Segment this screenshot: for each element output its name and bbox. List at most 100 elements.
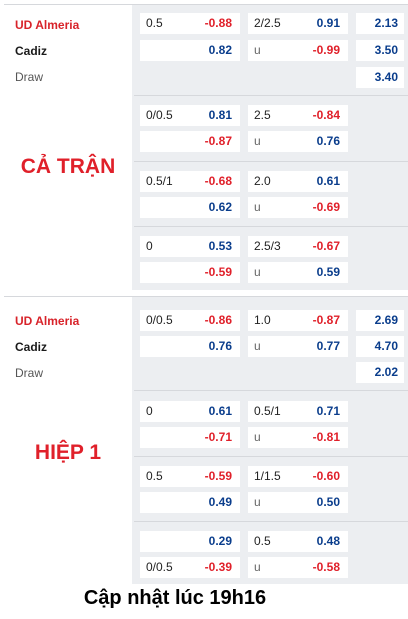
draw-odds: 3.40 xyxy=(374,70,398,84)
draw-label: Draw xyxy=(15,366,44,380)
under-odds: 0.50 xyxy=(316,495,340,509)
handicap-home-cell[interactable]: 0/0.5 0.81 xyxy=(140,105,240,126)
over-odds: -0.84 xyxy=(312,108,340,122)
over-cell[interactable]: 2.5 -0.84 xyxy=(248,105,348,126)
under-cell[interactable]: u -0.99 xyxy=(248,40,348,61)
over-cell[interactable]: 2.5/3 -0.67 xyxy=(248,236,348,257)
row-divider xyxy=(134,456,408,457)
handicap-home-odds: 0.61 xyxy=(208,404,232,418)
home-win-odds-cell[interactable]: 2.13 xyxy=(356,13,404,34)
away-win-odds-cell[interactable]: 4.70 xyxy=(356,336,404,357)
handicap-away-cell[interactable]: 0.62 xyxy=(140,197,240,218)
handicap-home-odds: 0.81 xyxy=(208,108,232,122)
under-cell[interactable]: u 0.50 xyxy=(248,492,348,513)
row-divider xyxy=(134,161,408,162)
handicap-home-odds: 0.53 xyxy=(208,239,232,253)
away-win-odds-cell[interactable]: 3.50 xyxy=(356,40,404,61)
teams-column: UD Almeria Cadiz Draw CẢ TRẬN xyxy=(4,5,132,290)
handicap-away-cell[interactable]: 0.76 xyxy=(140,336,240,357)
row-divider xyxy=(134,95,408,96)
over-odds: 0.48 xyxy=(316,534,340,548)
handicap-away-odds: -0.71 xyxy=(204,430,232,444)
handicap-away-odds: 0.82 xyxy=(208,43,232,57)
handicap-away-cell[interactable]: -0.87 xyxy=(140,131,240,152)
under-label: u xyxy=(254,339,261,353)
under-cell[interactable]: u 0.77 xyxy=(248,336,348,357)
under-cell[interactable]: u -0.58 xyxy=(248,557,348,578)
away-win-odds: 3.50 xyxy=(374,43,398,57)
over-odds: 0.91 xyxy=(316,16,340,30)
under-label: u xyxy=(254,430,261,444)
handicap-line: 0 xyxy=(146,239,153,253)
home-team-name: UD Almeria xyxy=(15,18,80,32)
away-team-name: Cadiz xyxy=(15,44,48,58)
under-odds: -0.69 xyxy=(312,200,340,214)
handicap-line: 0/0.5 xyxy=(146,108,173,122)
over-cell[interactable]: 2/2.5 0.91 xyxy=(248,13,348,34)
under-odds: -0.99 xyxy=(312,43,340,57)
under-label: u xyxy=(254,134,261,148)
handicap-away-cell[interactable]: -0.59 xyxy=(140,262,240,283)
handicap-away-cell[interactable]: 0.82 xyxy=(140,40,240,61)
home-win-odds: 2.13 xyxy=(374,16,398,30)
handicap-away-odds: -0.87 xyxy=(204,134,232,148)
draw-odds-cell[interactable]: 2.02 xyxy=(356,362,404,383)
handicap-line: 0.5 xyxy=(146,16,163,30)
under-cell[interactable]: u 0.59 xyxy=(248,262,348,283)
home-win-odds: 2.69 xyxy=(374,313,398,327)
update-time-caption: Cập nhật lúc 19h16 xyxy=(83,587,267,609)
over-cell[interactable]: 1/1.5 -0.60 xyxy=(248,466,348,487)
under-label: u xyxy=(254,495,261,509)
under-odds: 0.59 xyxy=(316,265,340,279)
handicap-home-cell[interactable]: 0.5 -0.88 xyxy=(140,13,240,34)
over-under-line: 1/1.5 xyxy=(254,469,281,483)
over-odds: 0.71 xyxy=(316,404,340,418)
handicap-away-odds: 0.49 xyxy=(208,495,232,509)
over-cell[interactable]: 0.5 0.48 xyxy=(248,531,348,552)
row-divider xyxy=(134,521,408,522)
handicap-away-odds: 0.76 xyxy=(208,339,232,353)
handicap-away-cell[interactable]: 0/0.5 -0.39 xyxy=(140,557,240,578)
row-divider xyxy=(134,226,408,227)
over-odds: -0.60 xyxy=(312,469,340,483)
under-odds: -0.58 xyxy=(312,560,340,574)
handicap-home-cell[interactable]: 0.5/1 -0.68 xyxy=(140,171,240,192)
under-odds: 0.77 xyxy=(316,339,340,353)
under-label: u xyxy=(254,200,261,214)
over-under-line: 1.0 xyxy=(254,313,271,327)
over-odds: -0.67 xyxy=(312,239,340,253)
handicap-home-cell[interactable]: 0.29 xyxy=(140,531,240,552)
away-team-name: Cadiz xyxy=(15,340,48,354)
first-half-section: UD Almeria Cadiz Draw HIỆP 1 0/0.5 -0.86… xyxy=(4,296,408,584)
teams-column: UD Almeria Cadiz Draw HIỆP 1 xyxy=(4,297,132,584)
under-cell[interactable]: u -0.81 xyxy=(248,427,348,448)
handicap-home-cell[interactable]: 0/0.5 -0.86 xyxy=(140,310,240,331)
handicap-line: 0.5 xyxy=(146,469,163,483)
handicap-home-cell[interactable]: 0.5 -0.59 xyxy=(140,466,240,487)
over-cell[interactable]: 2.0 0.61 xyxy=(248,171,348,192)
handicap-home-cell[interactable]: 0 0.53 xyxy=(140,236,240,257)
under-odds: 0.76 xyxy=(316,134,340,148)
over-under-line: 0.5 xyxy=(254,534,271,548)
handicap-home-cell[interactable]: 0 0.61 xyxy=(140,401,240,422)
over-under-line: 2/2.5 xyxy=(254,16,281,30)
handicap-home-odds: -0.59 xyxy=(204,469,232,483)
home-team-name: UD Almeria xyxy=(15,314,80,328)
under-label: u xyxy=(254,265,261,279)
handicap-away-cell[interactable]: -0.71 xyxy=(140,427,240,448)
draw-label: Draw xyxy=(15,70,44,84)
period-label-full-match: CẢ TRẬN xyxy=(20,155,116,178)
over-cell[interactable]: 1.0 -0.87 xyxy=(248,310,348,331)
handicap-away-cell[interactable]: 0.49 xyxy=(140,492,240,513)
handicap-line: 0 xyxy=(146,404,153,418)
over-under-line: 2.5 xyxy=(254,108,271,122)
over-cell[interactable]: 0.5/1 0.71 xyxy=(248,401,348,422)
handicap-away-odds: 0.62 xyxy=(208,200,232,214)
draw-odds: 2.02 xyxy=(374,365,398,379)
under-cell[interactable]: u -0.69 xyxy=(248,197,348,218)
over-under-line: 2.0 xyxy=(254,174,271,188)
under-cell[interactable]: u 0.76 xyxy=(248,131,348,152)
draw-odds-cell[interactable]: 3.40 xyxy=(356,67,404,88)
home-win-odds-cell[interactable]: 2.69 xyxy=(356,310,404,331)
handicap-home-odds: -0.68 xyxy=(204,174,232,188)
